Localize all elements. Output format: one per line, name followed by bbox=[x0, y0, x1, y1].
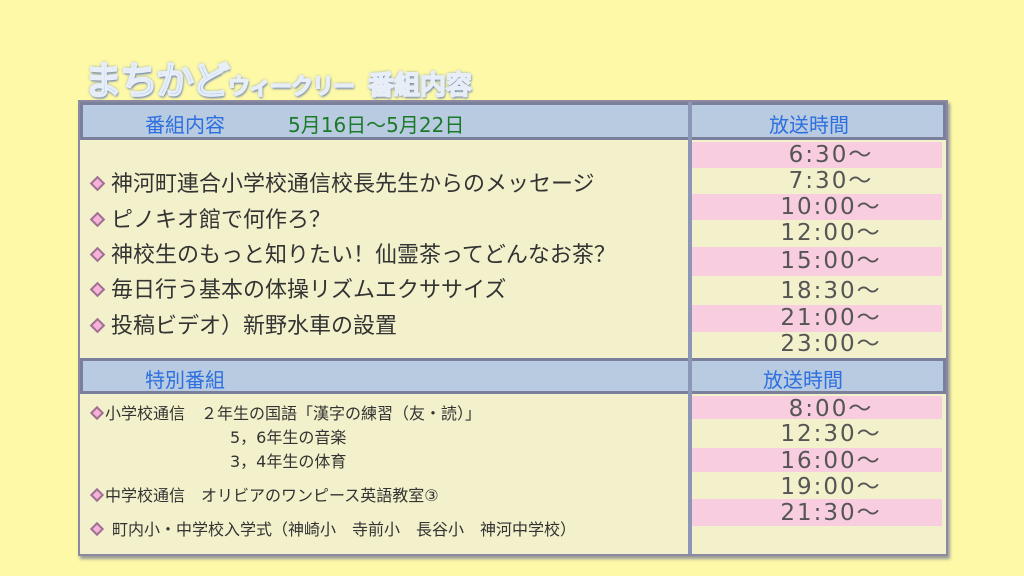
title-brand: まちかど bbox=[83, 58, 231, 104]
program-title: 毎日行う基本の体操リズムエクササイズ bbox=[111, 278, 507, 303]
special-header: 特別番組 放送時間 bbox=[80, 358, 946, 394]
diamond-bullet-icon bbox=[89, 246, 106, 263]
time-slot: 12:30〜 bbox=[780, 421, 882, 447]
diamond-bullet-icon bbox=[89, 405, 105, 421]
program-item: ピノキオ館で何作ろ？ bbox=[89, 202, 332, 234]
time-slot: 10:00〜 bbox=[780, 194, 882, 220]
stripe bbox=[692, 396, 942, 419]
program-title: 投稿ビデオ）新野水車の設置 bbox=[111, 314, 398, 339]
special-item-sub: 5，6年生の音楽 bbox=[230, 424, 346, 448]
stripe bbox=[692, 194, 942, 220]
diamond-bullet-icon bbox=[89, 317, 106, 334]
time-slot: 8:00〜 bbox=[788, 396, 874, 422]
special-time-header: 放送時間 bbox=[763, 368, 843, 392]
special-title: 中学校通信 オリビアのワンピース英語教室③ bbox=[105, 486, 439, 505]
regular-time-header: 放送時間 bbox=[769, 113, 849, 137]
program-item: 投稿ビデオ）新野水車の設置 bbox=[89, 308, 398, 340]
column-divider bbox=[688, 102, 692, 554]
special-item: 小学校通信 ２年生の国語「漢字の練習（友・読）」 bbox=[89, 400, 482, 424]
time-slot: 21:30〜 bbox=[780, 500, 882, 526]
program-item: 神校生のもっと知りたい！仙霊茶ってどんなお茶？ bbox=[89, 237, 616, 269]
time-slot: 7:30〜 bbox=[788, 168, 874, 194]
special-title: 町内小・中学校入学式（神崎小 寺前小 長谷小 神河中学校） bbox=[112, 520, 577, 539]
diamond-bullet-icon bbox=[89, 521, 105, 537]
program-item: 神河町連合小学校通信校長先生からのメッセージ bbox=[89, 166, 595, 198]
regular-header-label: 番組内容 bbox=[145, 113, 225, 137]
special-header-label: 特別番組 bbox=[145, 368, 225, 392]
time-slot: 19:00〜 bbox=[780, 474, 882, 500]
special-item-sub: 3，4年生の体育 bbox=[230, 448, 346, 472]
special-title: 3，4年生の体育 bbox=[230, 452, 347, 471]
special-item: 町内小・中学校入学式（神崎小 寺前小 長谷小 神河中学校） bbox=[89, 516, 577, 540]
time-slot: 18:30〜 bbox=[780, 278, 882, 304]
regular-header: 番組内容 5月16日〜5月22日 放送時間 bbox=[80, 102, 946, 140]
time-slot: 15:00〜 bbox=[780, 248, 882, 274]
stripe bbox=[692, 142, 942, 168]
time-slot: 12:00〜 bbox=[780, 220, 882, 246]
stripe bbox=[692, 448, 942, 472]
stripe bbox=[692, 499, 942, 526]
program-item: 毎日行う基本の体操リズムエクササイズ bbox=[89, 272, 507, 304]
stripe bbox=[692, 305, 942, 332]
title-brand-sub: ウィークリー bbox=[227, 74, 356, 101]
time-slot: 23:00〜 bbox=[780, 331, 882, 357]
diamond-bullet-icon bbox=[89, 175, 106, 192]
special-title: 小学校通信 ２年生の国語「漢字の練習（友・読）」 bbox=[105, 404, 482, 423]
program-title: 神校生のもっと知りたい！仙霊茶ってどんなお茶？ bbox=[111, 243, 616, 268]
program-title: 神河町連合小学校通信校長先生からのメッセージ bbox=[111, 172, 595, 197]
special-item: 中学校通信 オリビアのワンピース英語教室③ bbox=[89, 482, 439, 506]
time-slot: 6:30〜 bbox=[788, 142, 874, 168]
time-slot: 16:00〜 bbox=[780, 448, 882, 474]
date-range: 5月16日〜5月22日 bbox=[288, 113, 465, 137]
schedule-panel: 番組内容 5月16日〜5月22日 放送時間 6:30〜 7:30〜 10:00〜… bbox=[78, 100, 948, 556]
program-title-logo: まちかどウィークリー 番組内容 bbox=[83, 50, 473, 105]
diamond-bullet-icon bbox=[89, 281, 106, 298]
diamond-bullet-icon bbox=[89, 211, 106, 228]
diamond-bullet-icon bbox=[89, 487, 105, 503]
time-slot: 21:00〜 bbox=[780, 305, 882, 331]
program-title: ピノキオ館で何作ろ？ bbox=[111, 208, 332, 233]
title-section: 番組内容 bbox=[367, 70, 473, 102]
stripe bbox=[692, 247, 942, 276]
special-title: 5，6年生の音楽 bbox=[230, 428, 347, 447]
